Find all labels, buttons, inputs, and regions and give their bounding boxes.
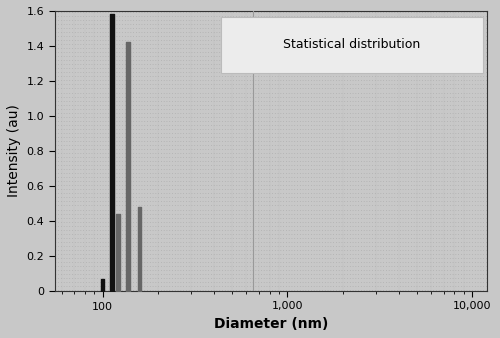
Text: Statistical distribution: Statistical distribution [283, 38, 420, 51]
Y-axis label: Intensity (au): Intensity (au) [7, 104, 21, 197]
X-axis label: Diameter (nm): Diameter (nm) [214, 317, 328, 331]
FancyBboxPatch shape [221, 17, 482, 73]
